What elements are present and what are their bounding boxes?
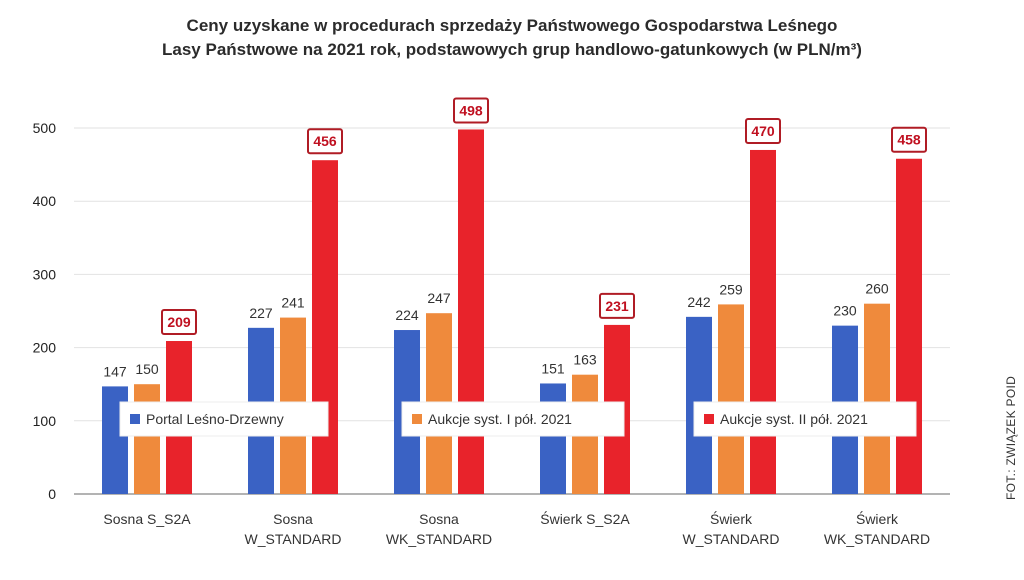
- data-label-box: [161, 309, 197, 336]
- y-tick-label: 100: [33, 413, 57, 429]
- y-tick-label: 0: [48, 486, 56, 502]
- x-tick-label: WK_STANDARD: [824, 531, 930, 547]
- bar: [134, 384, 160, 494]
- legend-box: [119, 401, 329, 437]
- legend-box: [401, 401, 625, 437]
- data-label: 230: [833, 303, 857, 319]
- data-label-box: [599, 292, 635, 319]
- data-label: 247: [427, 290, 451, 306]
- y-tick-label: 500: [33, 120, 57, 136]
- legend-box: [693, 401, 917, 437]
- legend-swatch: [130, 414, 140, 424]
- data-label: 163: [573, 352, 597, 368]
- data-label: 209: [167, 314, 191, 330]
- data-label: 150: [135, 361, 159, 377]
- data-label: 259: [719, 281, 743, 297]
- bar: [896, 158, 922, 494]
- data-label: 151: [541, 360, 565, 376]
- data-label: 224: [395, 307, 419, 323]
- y-tick-label: 400: [33, 193, 57, 209]
- data-label: 227: [249, 305, 273, 321]
- y-tick-label: 200: [33, 340, 57, 356]
- legend-swatch: [412, 414, 422, 424]
- legend-label: Aukcje syst. I pół. 2021: [428, 411, 572, 427]
- data-label: 470: [751, 123, 775, 139]
- photo-credit: FOT.: ZWIĄZEK POID: [1004, 375, 1018, 500]
- bar: [718, 304, 744, 494]
- legend-label: Aukcje syst. II pół. 2021: [720, 411, 868, 427]
- x-tick-label: Sosna: [419, 511, 459, 527]
- data-label-box: [745, 117, 781, 144]
- chart-title-line-2: Lasy Państwowe na 2021 rok, podstawowych…: [162, 40, 862, 59]
- data-label: 242: [687, 294, 711, 310]
- x-tick-label: Sosna: [273, 511, 313, 527]
- data-label: 147: [103, 363, 127, 379]
- data-label: 260: [865, 281, 889, 297]
- bar: [750, 149, 776, 494]
- data-label: 456: [313, 133, 337, 149]
- chart-title: Ceny uzyskane w procedurach sprzedaży Pa…: [0, 14, 1024, 62]
- x-tick-label: Sosna S_S2A: [103, 511, 191, 527]
- legend-label: Portal Leśno-Drzewny: [146, 411, 284, 427]
- x-tick-label: Świerk: [710, 510, 753, 527]
- data-label: 458: [897, 132, 921, 148]
- legend-swatch: [704, 414, 714, 424]
- bar: [312, 160, 338, 494]
- x-tick-label: Świerk: [856, 510, 899, 527]
- chart-title-line-1: Ceny uzyskane w procedurach sprzedaży Pa…: [186, 16, 838, 35]
- data-label: 498: [459, 102, 483, 118]
- data-label-box: [891, 126, 927, 153]
- data-label-box: [453, 97, 489, 124]
- x-tick-label: WK_STANDARD: [386, 531, 492, 547]
- x-tick-label: W_STANDARD: [245, 531, 342, 547]
- x-tick-label: Świerk S_S2A: [540, 510, 630, 527]
- bar: [864, 303, 890, 494]
- data-label: 231: [605, 298, 629, 314]
- data-label: 241: [281, 295, 305, 311]
- y-tick-label: 300: [33, 266, 57, 282]
- data-label-box: [307, 128, 343, 155]
- bar: [458, 129, 484, 495]
- bar: [540, 383, 566, 494]
- x-tick-label: W_STANDARD: [683, 531, 780, 547]
